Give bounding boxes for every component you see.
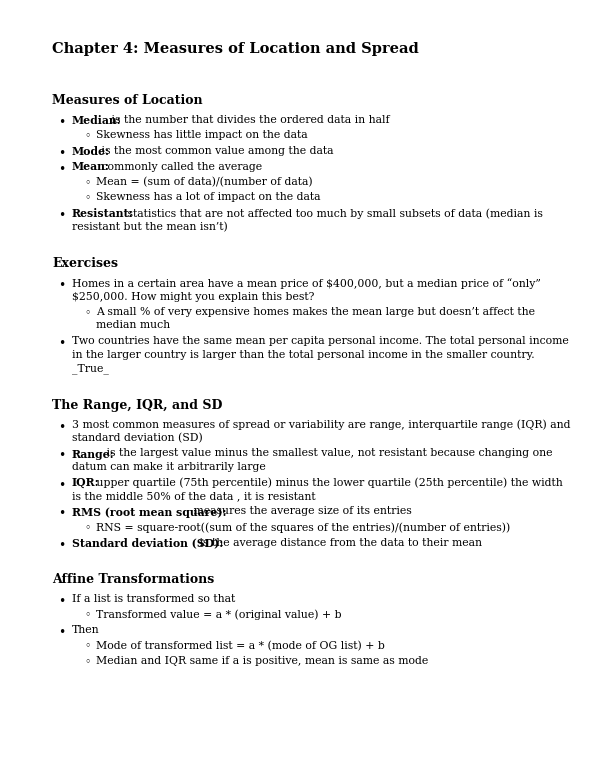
Text: •: • [58, 478, 65, 491]
Text: Skewness has little impact on the data: Skewness has little impact on the data [96, 130, 308, 140]
Text: median much: median much [96, 320, 170, 330]
Text: Then: Then [72, 625, 99, 635]
Text: commonly called the average: commonly called the average [98, 162, 262, 172]
Text: ◦: ◦ [84, 308, 90, 318]
Text: If a list is transformed so that: If a list is transformed so that [72, 594, 235, 604]
Text: is the most common value among the data: is the most common value among the data [98, 146, 333, 156]
Text: ◦: ◦ [84, 641, 90, 651]
Text: resistant but the mean isn’t): resistant but the mean isn’t) [72, 222, 228, 232]
Text: •: • [58, 538, 65, 551]
Text: Mean:: Mean: [72, 162, 110, 172]
Text: ◦: ◦ [84, 523, 90, 533]
Text: Skewness has a lot of impact on the data: Skewness has a lot of impact on the data [96, 192, 321, 203]
Text: IQR:: IQR: [72, 477, 99, 488]
Text: Two countries have the same mean per capita personal income. The total personal : Two countries have the same mean per cap… [72, 336, 569, 346]
Text: •: • [58, 147, 65, 160]
Text: ◦: ◦ [84, 611, 90, 621]
Text: RNS = square-root((sum of the squares of the entries)/(number of entries)): RNS = square-root((sum of the squares of… [96, 522, 511, 533]
Text: Homes in a certain area have a mean price of $400,000, but a median price of “on: Homes in a certain area have a mean pric… [72, 278, 541, 289]
Text: Measures of Location: Measures of Location [52, 94, 203, 107]
Text: •: • [58, 209, 65, 222]
Text: _True_: _True_ [72, 363, 109, 373]
Text: $250,000. How might you explain this best?: $250,000. How might you explain this bes… [72, 292, 314, 302]
Text: RMS (root mean square):: RMS (root mean square): [72, 507, 227, 517]
Text: •: • [58, 507, 65, 521]
Text: ◦: ◦ [84, 193, 90, 203]
Text: is the middle 50% of the data , it is resistant: is the middle 50% of the data , it is re… [72, 491, 315, 501]
Text: Range:: Range: [72, 448, 115, 460]
Text: Mode of transformed list = a * (mode of OG list) + b: Mode of transformed list = a * (mode of … [96, 641, 385, 651]
Text: •: • [58, 116, 65, 129]
Text: ◦: ◦ [84, 657, 90, 667]
Text: Mode:: Mode: [72, 146, 110, 157]
Text: standard deviation (SD): standard deviation (SD) [72, 433, 203, 444]
Text: datum can make it arbitrarily large: datum can make it arbitrarily large [72, 462, 266, 472]
Text: statistics that are not affected too much by small subsets of data (median is: statistics that are not affected too muc… [124, 208, 543, 219]
Text: Exercises: Exercises [52, 257, 118, 270]
Text: •: • [58, 337, 65, 350]
Text: Transformed value = a * (original value) + b: Transformed value = a * (original value)… [96, 610, 342, 620]
Text: Resistant:: Resistant: [72, 208, 134, 219]
Text: Chapter 4: Measures of Location and Spread: Chapter 4: Measures of Location and Spre… [52, 42, 419, 56]
Text: A small % of very expensive homes makes the mean large but doesn’t affect the: A small % of very expensive homes makes … [96, 307, 535, 317]
Text: •: • [58, 626, 65, 639]
Text: Standard deviation (SD):: Standard deviation (SD): [72, 537, 223, 548]
Text: upper quartile (75th percentile) minus the lower quartile (25th percentile) the : upper quartile (75th percentile) minus t… [93, 477, 562, 488]
Text: •: • [58, 162, 65, 176]
Text: Median and IQR same if a is positive, mean is same as mode: Median and IQR same if a is positive, me… [96, 656, 428, 666]
Text: is the number that divides the ordered data in half: is the number that divides the ordered d… [108, 115, 390, 125]
Text: ◦: ◦ [84, 178, 90, 188]
Text: measures the average size of its entries: measures the average size of its entries [190, 507, 412, 517]
Text: •: • [58, 450, 65, 463]
Text: Mean = (sum of data)/(number of data): Mean = (sum of data)/(number of data) [96, 177, 312, 187]
Text: Affine Transformations: Affine Transformations [52, 573, 214, 586]
Text: is the largest value minus the smallest value, not resistant because changing on: is the largest value minus the smallest … [103, 448, 552, 458]
Text: in the larger country is larger than the total personal income in the smaller co: in the larger country is larger than the… [72, 350, 535, 360]
Text: The Range, IQR, and SD: The Range, IQR, and SD [52, 399, 223, 411]
Text: •: • [58, 420, 65, 434]
Text: •: • [58, 279, 65, 292]
Text: ◦: ◦ [84, 132, 90, 142]
Text: 3 most common measures of spread or variability are range, interquartile range (: 3 most common measures of spread or vari… [72, 420, 571, 430]
Text: •: • [58, 595, 65, 608]
Text: is the average distance from the data to their mean: is the average distance from the data to… [196, 537, 481, 547]
Text: Median:: Median: [72, 115, 121, 126]
